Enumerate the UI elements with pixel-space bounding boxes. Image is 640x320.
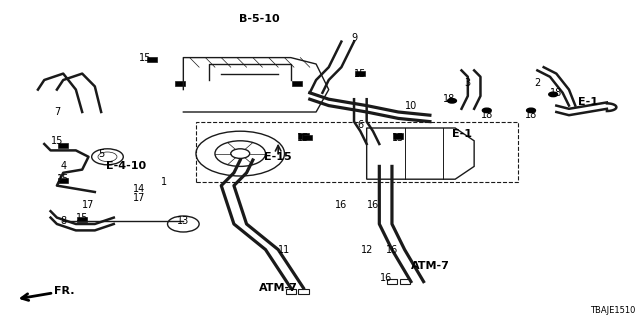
Bar: [355, 71, 365, 76]
Text: 16: 16: [335, 200, 348, 210]
Text: 16: 16: [386, 244, 398, 255]
Text: ATM-7: ATM-7: [259, 283, 298, 293]
Text: B-5-10: B-5-10: [239, 14, 280, 24]
Text: 8: 8: [60, 216, 67, 226]
Bar: [58, 178, 68, 183]
Text: 4: 4: [60, 161, 67, 172]
Circle shape: [447, 99, 456, 103]
Text: FR.: FR.: [54, 286, 74, 296]
Text: 2: 2: [534, 78, 541, 88]
Text: E-1: E-1: [451, 129, 472, 140]
Bar: [147, 57, 157, 62]
Text: TBAJE1510: TBAJE1510: [591, 306, 636, 315]
Circle shape: [527, 108, 536, 113]
Text: 15: 15: [354, 68, 367, 79]
Text: 14: 14: [133, 184, 145, 194]
Text: 9: 9: [351, 33, 357, 44]
Text: 17: 17: [83, 200, 95, 210]
Text: 13: 13: [177, 216, 189, 226]
Bar: [393, 133, 403, 139]
Text: E-4-10: E-4-10: [106, 161, 147, 172]
Text: 15: 15: [392, 132, 404, 143]
Bar: [399, 279, 410, 284]
Bar: [77, 217, 87, 222]
Text: 1: 1: [161, 177, 168, 188]
Text: 10: 10: [405, 100, 417, 111]
Circle shape: [548, 92, 557, 97]
Text: E-15: E-15: [264, 152, 292, 162]
Bar: [175, 81, 185, 86]
Text: 16: 16: [380, 273, 392, 284]
Bar: [301, 135, 312, 140]
Bar: [298, 133, 308, 139]
Text: 15: 15: [140, 52, 152, 63]
Text: E-1: E-1: [578, 97, 598, 108]
Text: 6: 6: [357, 120, 364, 130]
Text: 5: 5: [98, 148, 104, 159]
Text: 12: 12: [360, 244, 373, 255]
Text: 16: 16: [367, 200, 379, 210]
Text: 17: 17: [133, 193, 145, 204]
Bar: [58, 143, 68, 148]
Text: 18: 18: [525, 110, 537, 120]
Text: 7: 7: [54, 107, 60, 117]
Text: 18: 18: [481, 110, 493, 120]
Text: 15: 15: [76, 212, 88, 223]
Text: 18: 18: [550, 88, 563, 98]
Bar: [292, 81, 302, 86]
Text: 15: 15: [51, 136, 63, 146]
Bar: [387, 279, 397, 284]
Bar: [298, 289, 308, 294]
Text: 18: 18: [443, 94, 455, 104]
Text: 15: 15: [297, 132, 310, 143]
Text: 3: 3: [465, 78, 471, 88]
Text: 11: 11: [278, 244, 291, 255]
Circle shape: [483, 108, 492, 113]
Text: ATM-7: ATM-7: [410, 260, 449, 271]
Bar: [285, 289, 296, 294]
Text: 15: 15: [57, 174, 69, 184]
